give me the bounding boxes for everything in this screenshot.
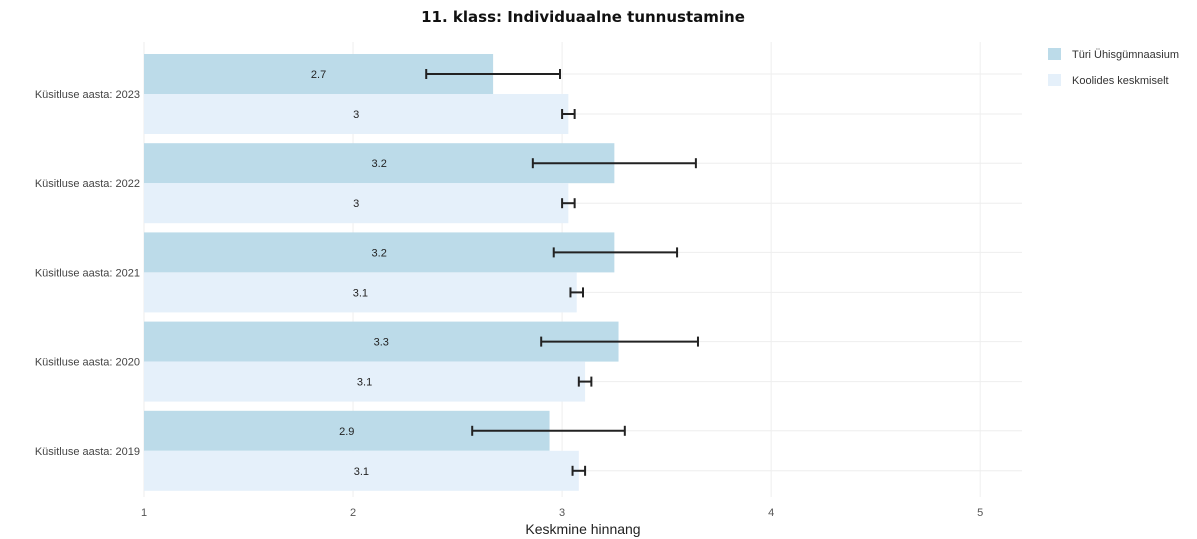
- bars-layer: [144, 54, 619, 491]
- bar-data-label: 3: [353, 198, 359, 210]
- x-tick-label: 3: [559, 507, 565, 519]
- bar-data-label: 3: [353, 109, 359, 121]
- chart-title: 11. klass: Individuaalne tunnustamine: [421, 8, 745, 26]
- bar: [144, 272, 577, 313]
- error-bar: [571, 465, 587, 476]
- error-bar: [552, 247, 679, 258]
- error-bar: [531, 158, 697, 169]
- x-tick-label: 1: [141, 507, 147, 519]
- bar: [144, 321, 619, 362]
- y-category-label: Küsitluse aasta: 2019: [35, 446, 140, 458]
- y-category-label: Küsitluse aasta: 2022: [35, 178, 140, 190]
- error-bar: [425, 69, 562, 79]
- bar: [144, 361, 586, 402]
- error-bar: [561, 198, 576, 209]
- legend-label: Türi Ühisgümnaasium: [1072, 49, 1179, 61]
- error-bar: [471, 425, 626, 436]
- bar: [144, 183, 569, 224]
- legend-swatch: [1048, 74, 1061, 86]
- x-tick-label: 4: [768, 507, 774, 519]
- bar-data-label: 2.7: [311, 69, 326, 81]
- y-category-label: Küsitluse aasta: 2020: [35, 357, 140, 369]
- legend-swatch: [1048, 48, 1061, 60]
- bar-data-label: 3.1: [354, 466, 369, 478]
- y-category-label: Küsitluse aasta: 2021: [35, 267, 140, 279]
- labels-layer: 2.7 3 3.2 3 3.2 3.1 3.3 3.1 2.9 3.1: [311, 69, 389, 478]
- bar: [144, 94, 569, 134]
- error-bar: [577, 376, 593, 387]
- x-axis-ticks: 1 2 3 4 5: [141, 507, 983, 519]
- legend-item[interactable]: Koolides keskmiselt: [1048, 74, 1169, 87]
- bar-data-label: 2.9: [339, 426, 354, 438]
- x-tick-label: 2: [350, 507, 356, 519]
- error-bar: [540, 336, 699, 347]
- error-bar: [561, 109, 576, 119]
- legend-item[interactable]: Türi Ühisgümnaasium: [1048, 48, 1179, 61]
- bar-data-label: 3.1: [353, 287, 368, 299]
- error-bar: [569, 287, 584, 298]
- bar-data-label: 3.1: [357, 377, 372, 389]
- legend-label: Koolides keskmiselt: [1072, 75, 1169, 87]
- errors-layer: [425, 69, 699, 476]
- bar: [144, 232, 615, 273]
- y-axis-categories: Küsitluse aasta: 2023 Küsitluse aasta: 20…: [35, 89, 140, 458]
- bar-data-label: 3.3: [374, 337, 389, 349]
- x-axis-label: Keskmine hinnang: [525, 521, 640, 537]
- bar-data-label: 3.2: [372, 158, 387, 170]
- legend: Türi Ühisgümnaasium Koolides keskmiselt: [1048, 48, 1179, 87]
- bar: [144, 450, 579, 491]
- bar-data-label: 3.2: [372, 247, 387, 259]
- x-tick-label: 5: [977, 507, 983, 519]
- y-category-label: Küsitluse aasta: 2023: [35, 89, 140, 101]
